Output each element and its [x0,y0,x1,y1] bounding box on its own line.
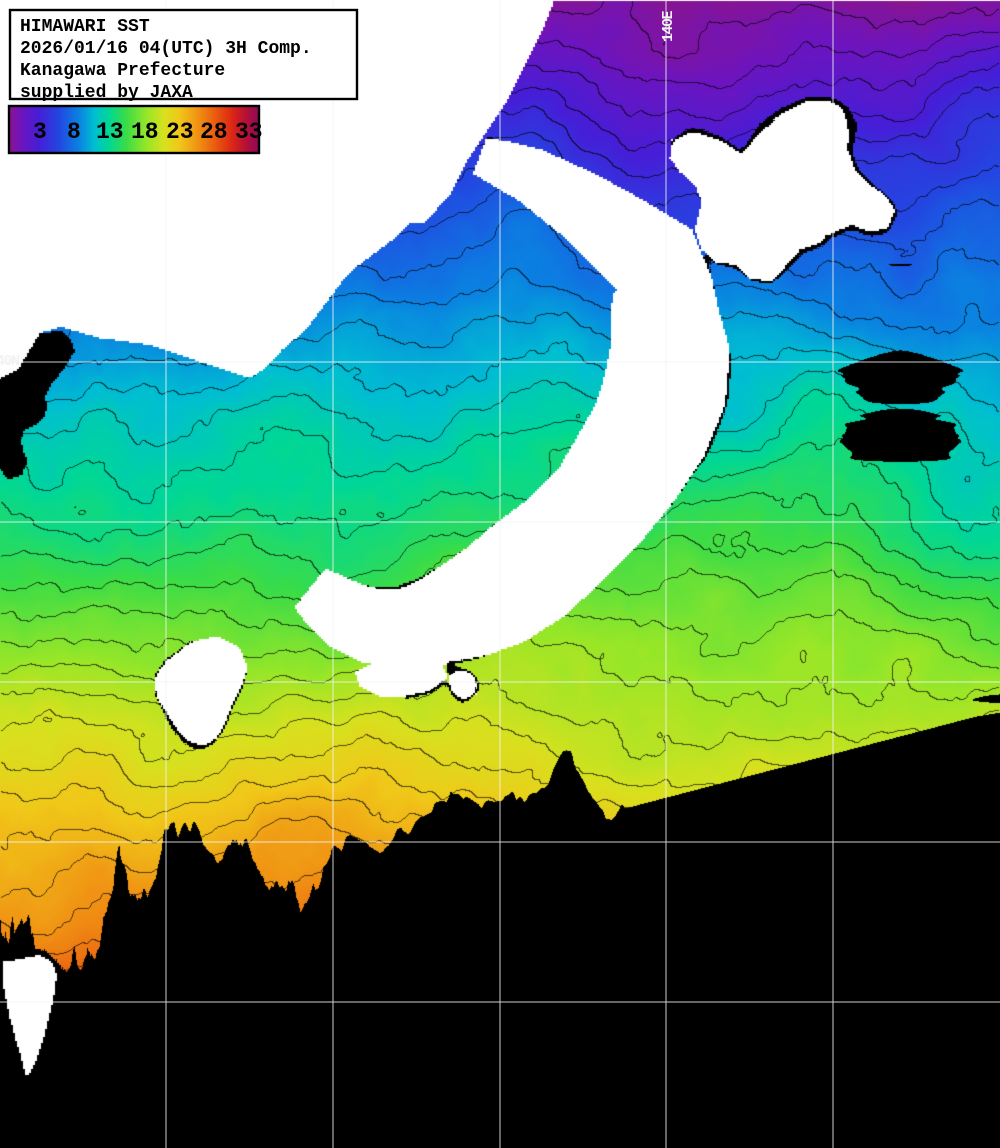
svg-text:HIMAWARI SST: HIMAWARI SST [20,17,150,37]
svg-text:Kanagawa Prefecture: Kanagawa Prefecture [20,61,225,81]
svg-text:3: 3 [33,119,47,145]
svg-text:supplied by JAXA: supplied by JAXA [20,83,193,103]
svg-text:18: 18 [131,119,159,145]
svg-text:28: 28 [200,119,228,145]
svg-text:33: 33 [235,119,263,145]
svg-text:140E: 140E [660,10,677,42]
svg-text:40N: 40N [0,353,20,370]
svg-text:8: 8 [67,119,81,145]
svg-text:2026/01/16 04(UTC) 3H Comp.: 2026/01/16 04(UTC) 3H Comp. [20,39,312,59]
svg-text:13: 13 [96,119,124,145]
svg-text:23: 23 [166,119,194,145]
